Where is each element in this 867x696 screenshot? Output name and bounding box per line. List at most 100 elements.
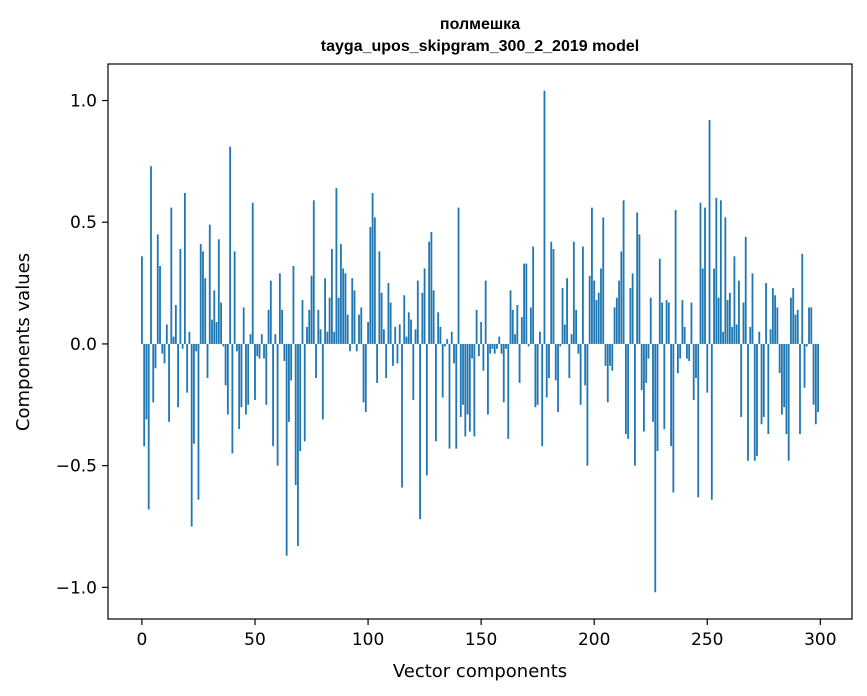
bar <box>613 307 616 344</box>
bar <box>516 304 519 344</box>
bar <box>231 343 234 454</box>
x-tick-label: 250 <box>691 630 723 650</box>
bar <box>215 322 218 344</box>
bar <box>229 146 232 344</box>
bar <box>570 334 573 344</box>
bar <box>299 343 302 452</box>
bar <box>220 302 222 344</box>
bar <box>756 343 758 456</box>
bar <box>373 217 376 344</box>
bar <box>371 193 374 344</box>
bar <box>168 343 170 422</box>
bar <box>378 251 381 344</box>
chart-subtitle: tayga_upos_skipgram_300_2_2019 model <box>321 38 639 55</box>
bar <box>141 256 143 344</box>
bar <box>407 312 410 344</box>
bar <box>376 343 379 383</box>
bar <box>593 280 596 344</box>
bar <box>812 343 815 405</box>
bar <box>606 343 609 403</box>
bar <box>453 343 455 364</box>
bar <box>751 273 754 344</box>
bar <box>260 334 263 344</box>
bar <box>624 343 627 434</box>
bar <box>588 275 591 344</box>
bar <box>742 302 745 344</box>
bar <box>150 166 152 344</box>
bar <box>143 343 146 447</box>
bar <box>251 202 254 344</box>
x-tick-label: 100 <box>352 630 384 650</box>
bar <box>708 119 711 344</box>
bar <box>256 343 259 357</box>
bar <box>814 343 817 425</box>
bar <box>179 249 182 344</box>
bar <box>382 329 385 344</box>
bar <box>735 324 738 344</box>
bar <box>401 343 403 488</box>
bar <box>643 343 645 432</box>
bar <box>704 207 706 344</box>
bar <box>552 249 555 344</box>
y-tick-label: −1.0 <box>56 578 97 598</box>
bar <box>161 343 164 354</box>
bar <box>527 343 530 347</box>
bar <box>719 200 722 344</box>
bar <box>676 343 679 374</box>
bar <box>726 300 729 344</box>
bar <box>439 326 442 344</box>
bar <box>337 297 340 344</box>
bar <box>667 302 670 344</box>
bar <box>740 343 743 417</box>
bar <box>233 251 236 344</box>
bar <box>360 307 363 344</box>
bar <box>475 309 478 344</box>
bar <box>236 343 238 352</box>
bar <box>455 343 458 449</box>
bar <box>247 343 250 405</box>
bar <box>448 343 451 449</box>
bar <box>765 283 767 344</box>
bar <box>387 283 390 344</box>
y-tick-label: 0.0 <box>70 335 97 355</box>
bar <box>799 343 801 434</box>
bar <box>636 212 639 344</box>
bar <box>369 227 372 344</box>
bar <box>679 343 682 359</box>
bar <box>656 343 659 452</box>
bar <box>340 244 342 344</box>
bar <box>728 292 731 344</box>
bar <box>697 343 700 498</box>
bar <box>776 307 779 344</box>
bar <box>801 253 804 344</box>
bar <box>489 343 492 354</box>
bar <box>710 343 713 500</box>
y-axis: −1.0 −0.5 0.0 0.5 1.0 <box>56 92 108 598</box>
bar <box>695 343 697 379</box>
x-tick-label: 300 <box>804 630 836 650</box>
bar <box>206 343 209 379</box>
bar <box>672 343 675 493</box>
bar <box>353 290 356 344</box>
bar <box>681 300 684 344</box>
bar <box>518 343 521 383</box>
bar <box>783 343 786 408</box>
bar <box>297 343 299 546</box>
bar <box>796 309 799 344</box>
bar <box>645 343 648 383</box>
bar <box>631 273 634 344</box>
bar <box>306 326 308 344</box>
y-tick-label: −0.5 <box>56 457 97 477</box>
bar <box>321 343 324 420</box>
bar <box>398 324 401 344</box>
bar <box>145 343 148 420</box>
bar <box>581 246 584 344</box>
bar <box>559 343 562 347</box>
bar <box>733 256 736 344</box>
bar <box>493 343 496 354</box>
bar-series <box>141 90 819 593</box>
bar <box>665 300 668 344</box>
bar <box>258 343 261 359</box>
bar <box>183 193 186 344</box>
